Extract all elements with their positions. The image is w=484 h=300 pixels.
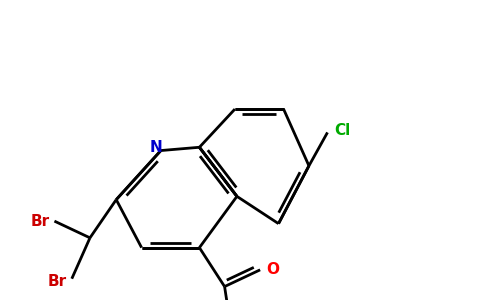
Text: N: N [150, 140, 163, 155]
Text: Cl: Cl [334, 123, 350, 138]
Text: O: O [267, 262, 280, 277]
Text: Br: Br [31, 214, 50, 229]
Text: Br: Br [47, 274, 66, 289]
